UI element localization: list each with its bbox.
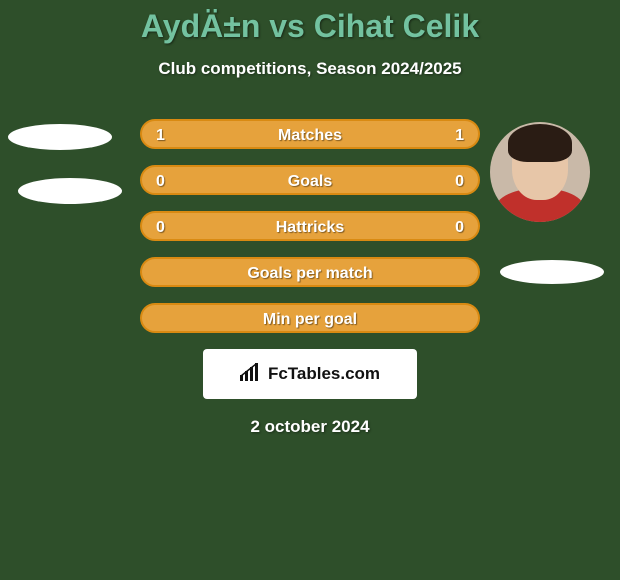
stat-label: Goals (142, 167, 478, 197)
bars-icon (240, 363, 262, 386)
stat-row: 0Hattricks0 (140, 211, 480, 241)
avatar-hair (508, 124, 572, 162)
date-text: 2 october 2024 (0, 417, 620, 437)
player-left-blob-1 (8, 124, 112, 150)
stat-row: 1Matches1 (140, 119, 480, 149)
attribution-box: FcTables.com (203, 349, 417, 399)
stat-label: Hattricks (142, 213, 478, 243)
stat-value-right: 0 (455, 167, 464, 197)
stat-label: Matches (142, 121, 478, 151)
player-left-blob-2 (18, 178, 122, 204)
stat-label: Min per goal (142, 305, 478, 335)
subtitle: Club competitions, Season 2024/2025 (0, 59, 620, 79)
stat-row: Goals per match (140, 257, 480, 287)
comparison-card: AydÄ±n vs Cihat Celik Club competitions,… (0, 0, 620, 580)
player-right-avatar (490, 122, 590, 222)
stat-label: Goals per match (142, 259, 478, 289)
player-right-blob-1 (500, 260, 604, 284)
page-title: AydÄ±n vs Cihat Celik (0, 0, 620, 45)
stat-row: 0Goals0 (140, 165, 480, 195)
attribution-text: FcTables.com (268, 364, 380, 384)
stat-value-right: 1 (455, 121, 464, 151)
stat-value-right: 0 (455, 213, 464, 243)
stat-row: Min per goal (140, 303, 480, 333)
